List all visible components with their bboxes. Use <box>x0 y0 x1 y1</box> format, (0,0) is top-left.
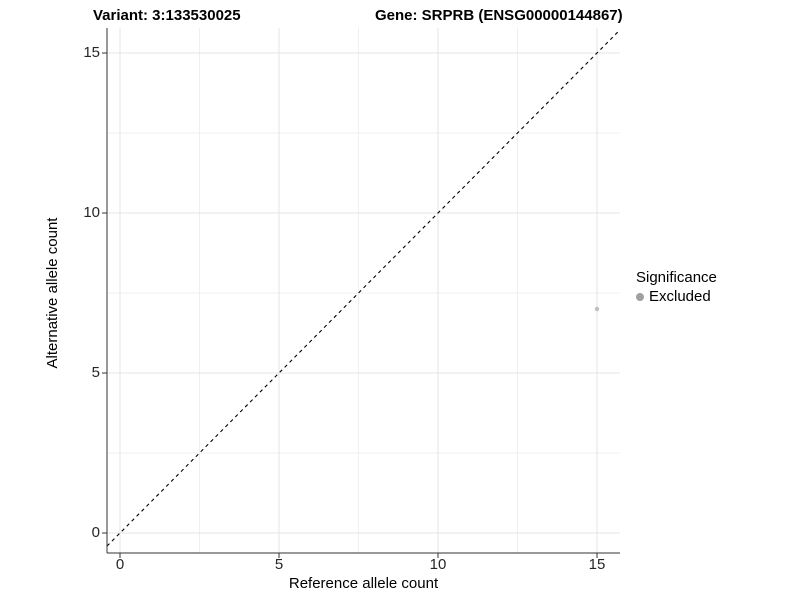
y-axis-title: Alternative allele count <box>44 217 61 369</box>
legend-key-dot-icon <box>636 292 644 301</box>
x-tick-label: 0 <box>115 556 125 573</box>
legend-title: Significance <box>636 269 717 286</box>
legend-item-excluded: Excluded <box>636 287 717 306</box>
identity-dashed-line <box>106 29 621 547</box>
plot-title-gene: Gene: SRPRB (ENSG00000144867) <box>375 7 623 24</box>
y-tick-label: 10 <box>83 204 100 221</box>
x-axis-title: Reference allele count <box>288 575 439 592</box>
y-tick-label: 0 <box>91 524 100 541</box>
x-tick-label: 15 <box>588 556 606 573</box>
x-tick-label: 5 <box>274 556 284 573</box>
plot-title-variant: Variant: 3:133530025 <box>93 7 241 24</box>
y-tick-label: 5 <box>91 364 100 381</box>
legend-item-label: Excluded <box>649 288 711 305</box>
x-tick-label: 10 <box>429 556 447 573</box>
y-tick-label: 15 <box>83 44 100 61</box>
legend: Significance Excluded <box>636 268 717 306</box>
data-point <box>594 306 600 312</box>
